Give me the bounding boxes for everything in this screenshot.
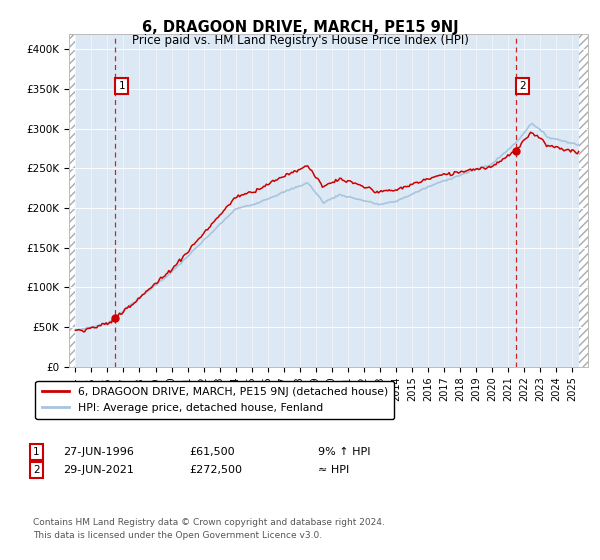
Text: 6, DRAGOON DRIVE, MARCH, PE15 9NJ: 6, DRAGOON DRIVE, MARCH, PE15 9NJ (142, 20, 458, 35)
Text: 2: 2 (33, 465, 40, 475)
Text: This data is licensed under the Open Government Licence v3.0.: This data is licensed under the Open Gov… (33, 531, 322, 540)
Bar (579, 34, 588, 367)
Legend: 6, DRAGOON DRIVE, MARCH, PE15 9NJ (detached house), HPI: Average price, detached: 6, DRAGOON DRIVE, MARCH, PE15 9NJ (detac… (35, 381, 394, 419)
Bar (69, 34, 76, 367)
Text: £272,500: £272,500 (189, 465, 242, 475)
Text: 29-JUN-2021: 29-JUN-2021 (63, 465, 134, 475)
Text: 1: 1 (33, 447, 40, 457)
Text: 27-JUN-1996: 27-JUN-1996 (63, 447, 134, 457)
Text: £61,500: £61,500 (189, 447, 235, 457)
Text: ≈ HPI: ≈ HPI (318, 465, 349, 475)
Text: 2: 2 (519, 81, 526, 91)
Text: Price paid vs. HM Land Registry's House Price Index (HPI): Price paid vs. HM Land Registry's House … (131, 34, 469, 46)
Text: 9% ↑ HPI: 9% ↑ HPI (318, 447, 371, 457)
Text: 1: 1 (118, 81, 125, 91)
Text: Contains HM Land Registry data © Crown copyright and database right 2024.: Contains HM Land Registry data © Crown c… (33, 518, 385, 527)
